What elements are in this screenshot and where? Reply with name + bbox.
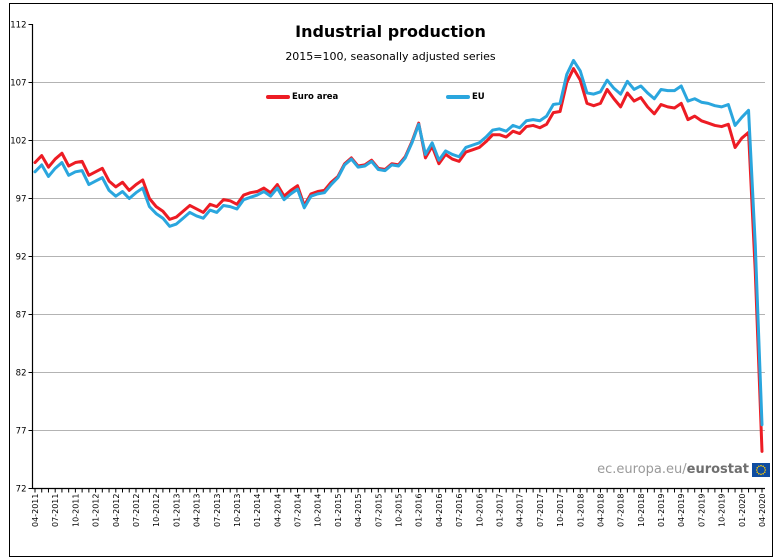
- legend-item-eu: EU: [446, 92, 485, 102]
- x-tick-label: 10-2011: [71, 494, 80, 527]
- x-tick-label: 01-2015: [334, 494, 343, 527]
- y-tick-label: 112: [10, 21, 26, 31]
- x-tick-label: 04-2012: [112, 494, 121, 527]
- eu-line-swatch: [446, 95, 470, 99]
- watermark-url-prefix: ec.europa.eu/: [597, 462, 687, 477]
- x-tick-label: 01-2018: [576, 494, 585, 527]
- x-tick-label: 04-2015: [354, 494, 363, 527]
- x-tick-label: 04-2014: [273, 494, 282, 527]
- x-tick-label: 10-2019: [718, 494, 727, 527]
- y-tick-label: 77: [16, 427, 27, 437]
- x-tick-label: 04-2016: [435, 494, 444, 527]
- x-tick-label: 01-2012: [92, 494, 101, 527]
- x-tick-label: 07-2011: [51, 494, 60, 527]
- x-tick-label: 04-2011: [31, 494, 40, 527]
- x-tick-label: 07-2019: [697, 494, 706, 527]
- x-tick-label: 04-2019: [677, 494, 686, 527]
- x-tick-label: 01-2014: [253, 494, 262, 527]
- x-tick-label: 01-2016: [415, 494, 424, 527]
- x-tick-label: 10-2016: [475, 494, 484, 527]
- x-tick-label: 07-2015: [374, 494, 383, 527]
- x-tick-label: 01-2017: [495, 494, 504, 527]
- x-tick-label: 10-2017: [556, 494, 565, 527]
- series-line-eu: [33, 58, 764, 427]
- x-tick-label: 07-2016: [455, 494, 464, 527]
- x-tick-label: 07-2012: [132, 494, 141, 527]
- y-tick-label: 97: [16, 195, 27, 205]
- y-tick-label: 87: [16, 311, 27, 321]
- x-tick-label: 01-2013: [172, 494, 181, 527]
- x-tick-label: 07-2017: [536, 494, 545, 527]
- y-tick-label: 82: [16, 369, 27, 379]
- x-tick-label: 04-2017: [516, 494, 525, 527]
- x-tick-label: 10-2018: [637, 494, 646, 527]
- y-tick-label: 92: [16, 253, 27, 263]
- x-tick-label: 04-2020: [758, 494, 767, 527]
- legend-label-euro-area: Euro area: [292, 92, 339, 102]
- x-tick-label: 04-2018: [596, 494, 605, 527]
- x-tick-label: 10-2013: [233, 494, 242, 527]
- series-line-euro-area: [33, 67, 764, 453]
- eu-flag-icon: [752, 462, 770, 477]
- x-tick-label: 10-2014: [314, 494, 323, 527]
- chart-title: Industrial production: [295, 22, 486, 41]
- chart-border: [9, 3, 773, 557]
- watermark-eurostat: eurostat: [686, 462, 749, 477]
- chart-subtitle: 2015=100, seasonally adjusted series: [285, 50, 496, 63]
- y-tick-label: 102: [10, 137, 26, 147]
- x-tick-label: 01-2020: [738, 494, 747, 527]
- legend-label-eu: EU: [472, 92, 485, 102]
- euro-area-line-swatch: [266, 95, 290, 99]
- eurostat-watermark: ec.europa.eu/eurostat: [597, 462, 770, 477]
- legend-item-euro-area: Euro area: [266, 92, 338, 102]
- x-tick-label: 01-2019: [657, 494, 666, 527]
- x-tick-label: 07-2018: [617, 494, 626, 527]
- x-tick-label: 07-2014: [294, 494, 303, 527]
- y-tick-label: 72: [16, 485, 27, 495]
- x-tick-label: 10-2012: [152, 494, 161, 527]
- x-tick-label: 07-2013: [213, 494, 222, 527]
- x-tick-label: 10-2015: [395, 494, 404, 527]
- y-tick-label: 107: [10, 79, 26, 89]
- x-tick-label: 04-2013: [193, 494, 202, 527]
